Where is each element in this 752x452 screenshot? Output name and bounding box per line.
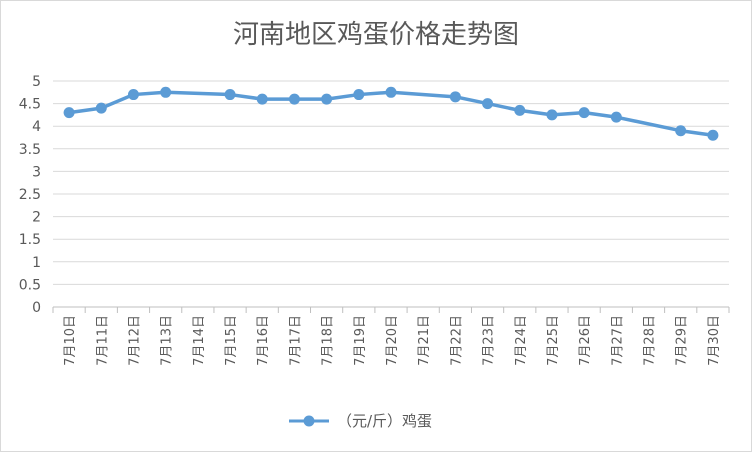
data-point	[95, 102, 107, 114]
data-point	[578, 107, 590, 119]
x-tick-label: 7月14日	[192, 315, 207, 366]
y-tick-label: 4.5	[19, 97, 41, 113]
x-tick-label: 7月24日	[514, 315, 529, 366]
data-point	[675, 125, 687, 137]
x-tick-label: 7月12日	[127, 315, 142, 366]
y-tick-label: 1	[32, 255, 41, 271]
x-tick-label: 7月28日	[643, 315, 658, 366]
x-tick-label: 7月23日	[482, 315, 497, 366]
y-tick-label: 1.5	[19, 232, 41, 248]
x-tick-label: 7月18日	[321, 315, 336, 366]
data-point	[127, 89, 139, 101]
data-point	[610, 111, 622, 123]
y-tick-label: 3	[32, 164, 41, 180]
y-tick-label: 0	[32, 300, 41, 316]
legend-marker-swatch	[303, 415, 315, 427]
x-tick-label: 7月13日	[160, 315, 175, 366]
x-tick-label: 7月11日	[95, 315, 110, 366]
x-tick-label: 7月27日	[610, 315, 625, 366]
y-tick-label: 5	[32, 74, 41, 90]
x-tick-label: 7月21日	[417, 315, 432, 366]
data-point	[288, 93, 300, 105]
data-point	[514, 104, 526, 116]
x-tick-label: 7月16日	[256, 315, 271, 366]
y-tick-label: 3.5	[19, 142, 41, 158]
data-point	[256, 93, 268, 105]
gridlines	[53, 80, 729, 285]
legend: （元/斤）鸡蛋	[289, 412, 432, 430]
data-point	[63, 107, 75, 119]
y-tick-label: 0.5	[19, 277, 41, 293]
data-point	[160, 86, 172, 98]
x-axis-ticks: 7月10日 7月11日 7月12日 7月13日 7月14日 7月15日 7月16日 7月17日…	[63, 315, 722, 366]
x-tick-label: 7月20日	[385, 315, 400, 366]
y-tick-label: 2	[32, 210, 41, 226]
y-axis-ticks: 0 0.5 1 1.5 2 2.5 3 3.5 4 4.5 5	[19, 74, 41, 316]
x-tick-label: 7月10日	[63, 315, 78, 366]
data-point	[321, 93, 333, 105]
x-tick-label: 7月19日	[353, 315, 368, 366]
y-tick-label: 2.5	[19, 187, 41, 203]
x-tick-label: 7月30日	[707, 315, 722, 366]
x-tick-label: 7月17日	[288, 315, 303, 366]
data-point	[385, 86, 397, 98]
series-layer	[63, 86, 719, 141]
legend-label: （元/斤）鸡蛋	[337, 412, 432, 430]
data-point	[353, 89, 365, 101]
axes	[52, 306, 730, 313]
chart-title: 河南地区鸡蛋价格走势图	[233, 20, 519, 50]
x-tick-label: 7月15日	[224, 315, 239, 366]
x-tick-label: 7月29日	[675, 315, 690, 366]
data-point	[707, 129, 719, 141]
x-tick-label: 7月22日	[449, 315, 464, 366]
data-point	[224, 89, 236, 101]
data-point	[546, 109, 558, 121]
data-point	[449, 91, 461, 103]
data-point	[482, 98, 494, 110]
x-tick-label: 7月26日	[578, 315, 593, 366]
x-tick-label: 7月25日	[546, 315, 561, 366]
y-tick-label: 4	[32, 119, 41, 135]
